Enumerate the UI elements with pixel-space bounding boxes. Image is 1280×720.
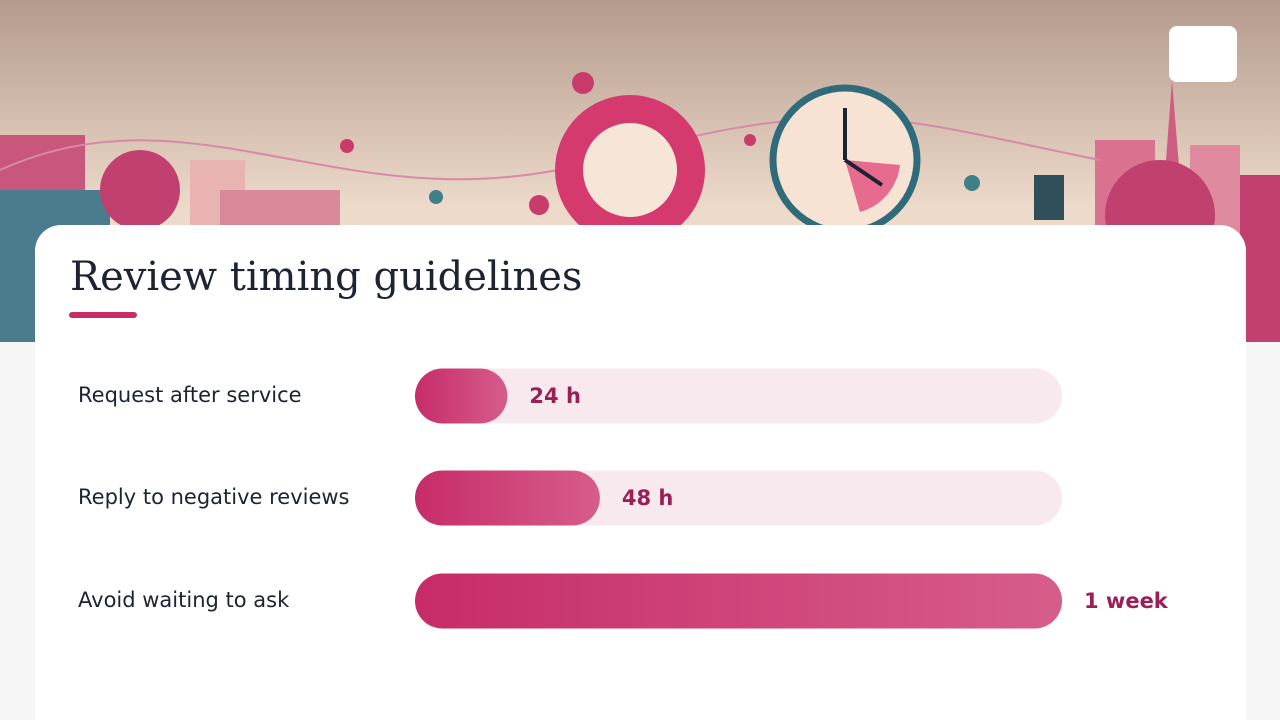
bar bbox=[415, 470, 600, 526]
category-label: Request after service bbox=[78, 383, 302, 407]
category-label: Reply to negative reviews bbox=[78, 485, 350, 509]
bar bbox=[415, 573, 1062, 629]
category-label: Avoid waiting to ask bbox=[78, 588, 290, 612]
value-label: 24 h bbox=[529, 384, 581, 408]
value-label: 48 h bbox=[622, 486, 674, 510]
title-underline bbox=[69, 312, 137, 318]
value-label: 1 week bbox=[1084, 589, 1169, 613]
bar-track bbox=[415, 368, 1062, 424]
bar bbox=[415, 368, 508, 424]
chart-title: Review timing guidelines bbox=[70, 254, 582, 300]
